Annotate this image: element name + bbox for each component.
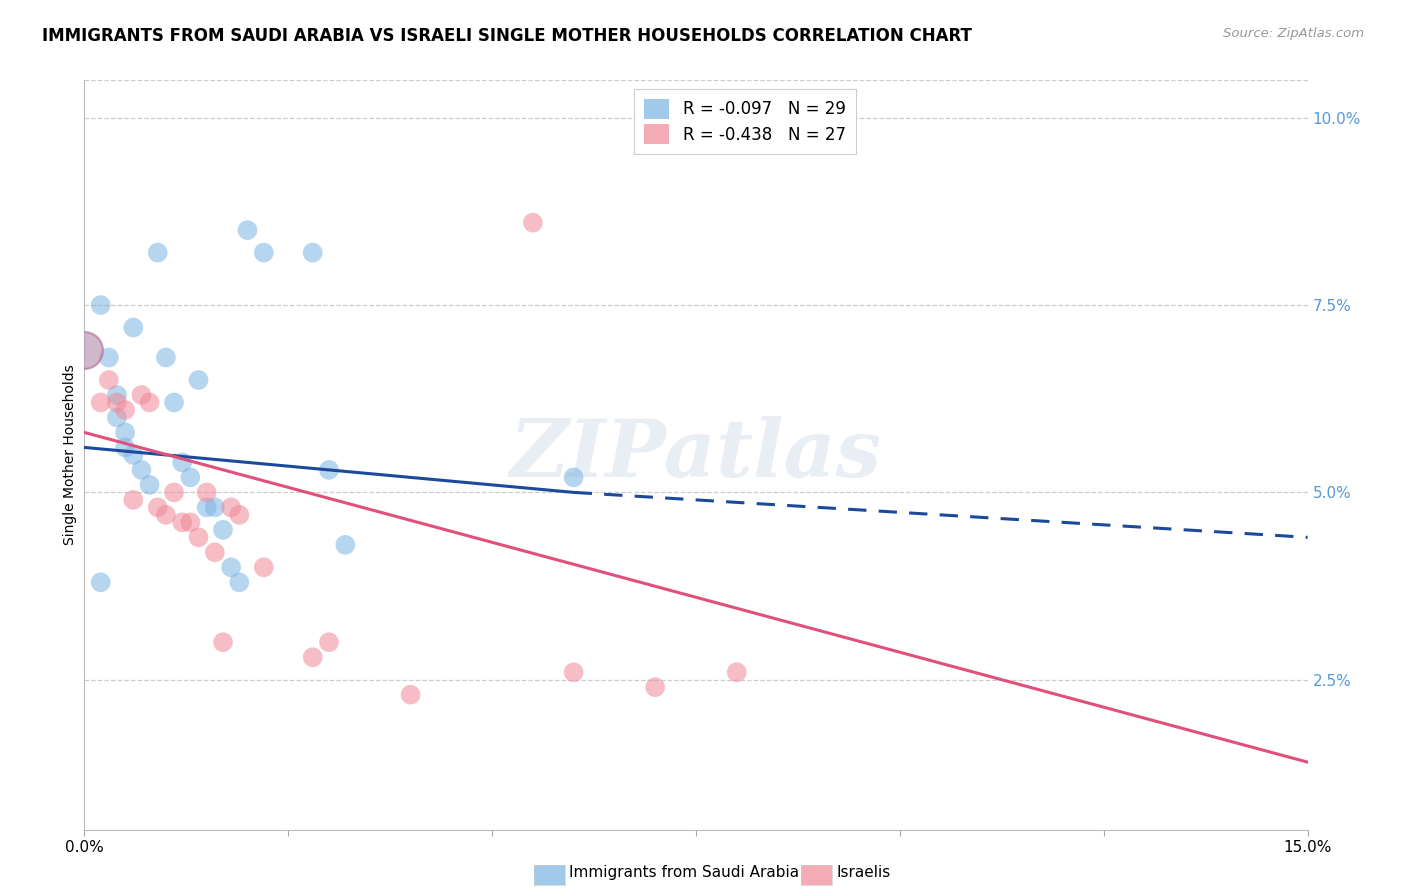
Point — [644, 680, 666, 694]
Text: Source: ZipAtlas.com: Source: ZipAtlas.com — [1223, 27, 1364, 40]
Text: ZIPatlas: ZIPatlas — [510, 417, 882, 493]
Point — [163, 395, 186, 409]
Point — [163, 485, 186, 500]
Point — [138, 395, 160, 409]
Point — [172, 455, 194, 469]
Point — [155, 351, 177, 365]
Point — [114, 403, 136, 417]
Point — [105, 388, 128, 402]
Point — [301, 245, 323, 260]
Point — [73, 343, 96, 357]
Text: Israelis: Israelis — [837, 865, 891, 880]
Point — [204, 500, 226, 515]
Point — [195, 500, 218, 515]
Point — [122, 320, 145, 334]
Point — [97, 351, 120, 365]
Point — [228, 508, 250, 522]
Point — [138, 478, 160, 492]
Point — [253, 245, 276, 260]
Point — [399, 688, 422, 702]
Point — [172, 516, 194, 530]
Point — [90, 298, 112, 312]
Text: IMMIGRANTS FROM SAUDI ARABIA VS ISRAELI SINGLE MOTHER HOUSEHOLDS CORRELATION CHA: IMMIGRANTS FROM SAUDI ARABIA VS ISRAELI … — [42, 27, 972, 45]
Point — [90, 395, 112, 409]
Point — [253, 560, 276, 574]
Point — [228, 575, 250, 590]
Point — [219, 500, 242, 515]
Point — [122, 492, 145, 507]
Point — [187, 373, 209, 387]
Point — [73, 343, 96, 357]
Point — [562, 470, 585, 484]
Point — [522, 216, 544, 230]
Point — [725, 665, 748, 680]
Point — [105, 395, 128, 409]
Point — [122, 448, 145, 462]
Point — [97, 373, 120, 387]
Point — [114, 441, 136, 455]
Point — [212, 635, 235, 649]
Point — [146, 500, 169, 515]
Point — [236, 223, 259, 237]
Point — [131, 463, 153, 477]
Point — [90, 575, 112, 590]
Point — [187, 530, 209, 544]
Point — [204, 545, 226, 559]
Point — [146, 245, 169, 260]
Point — [318, 463, 340, 477]
Point — [179, 516, 201, 530]
Text: Immigrants from Saudi Arabia: Immigrants from Saudi Arabia — [569, 865, 800, 880]
Point — [212, 523, 235, 537]
Point — [155, 508, 177, 522]
Y-axis label: Single Mother Households: Single Mother Households — [63, 365, 77, 545]
Point — [318, 635, 340, 649]
Point — [105, 410, 128, 425]
Point — [335, 538, 357, 552]
Point — [179, 470, 201, 484]
Point — [195, 485, 218, 500]
Point — [114, 425, 136, 440]
Legend: R = -0.097   N = 29, R = -0.438   N = 27: R = -0.097 N = 29, R = -0.438 N = 27 — [634, 88, 856, 154]
Point — [219, 560, 242, 574]
Point — [562, 665, 585, 680]
Point — [131, 388, 153, 402]
Point — [301, 650, 323, 665]
